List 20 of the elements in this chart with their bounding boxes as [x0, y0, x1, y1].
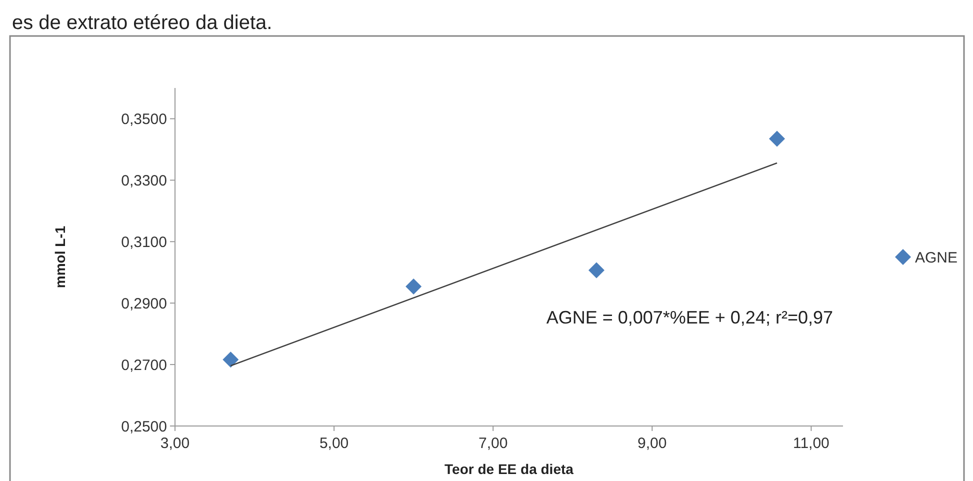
- point: [588, 262, 604, 278]
- annotation: AGNE = 0,007*%EE + 0,24; r²=0,97: [546, 307, 833, 328]
- y-tick-label: 0,2900: [121, 295, 167, 312]
- point: [222, 352, 239, 368]
- y-tick-label: 0,2700: [121, 356, 167, 374]
- y-tick-label: 0,3300: [121, 172, 167, 190]
- y-tick-label: 0,2500: [121, 418, 167, 436]
- y-tick-label: 0,3100: [121, 234, 167, 251]
- x-tick-label: 5,00: [319, 435, 349, 452]
- legend-label: AGNE: [915, 249, 958, 266]
- y-axis-title: mmol L-1: [52, 226, 68, 288]
- x-tick-label: 7,00: [478, 435, 508, 452]
- x-axis-title: Teor de EE da dieta: [444, 461, 574, 477]
- x-tick-label: 3,00: [160, 435, 190, 452]
- chart-title: es de extrato etéreo da dieta.: [12, 12, 272, 34]
- point: [406, 278, 422, 294]
- y-tick-label: 0,3500: [121, 110, 167, 128]
- x-tick-label: 9,00: [638, 435, 667, 452]
- x-tick-label: 11,00: [792, 435, 830, 452]
- point: [768, 130, 785, 147]
